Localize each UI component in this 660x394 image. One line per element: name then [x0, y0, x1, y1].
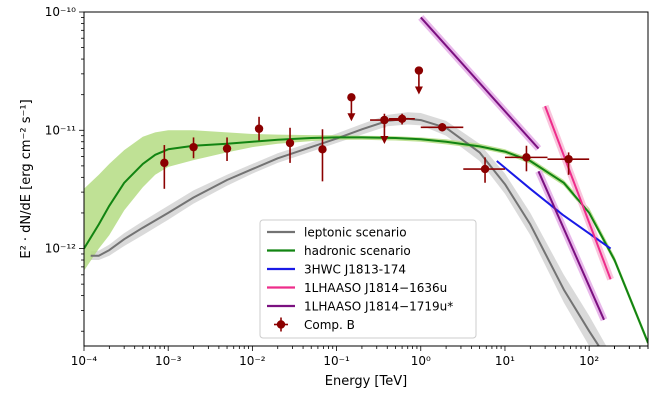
- y-tick-label: 10⁻¹⁰: [45, 5, 76, 19]
- y-tick-label: 10⁻¹²: [45, 242, 76, 256]
- legend-marker-point: [276, 320, 286, 329]
- leptonic-scenario-line: [90, 117, 601, 346]
- data-point: [222, 144, 232, 153]
- x-tick-label: 10²: [579, 354, 599, 368]
- legend-label: 1LHAASO J1814−1636u: [304, 281, 447, 295]
- 1lhaaso-j1814-1636u-line: [544, 105, 612, 280]
- plot-frame: [83, 11, 649, 347]
- legend-label: 3HWC J1813-174: [304, 262, 406, 276]
- x-tick-label: 10⁻³: [155, 354, 182, 368]
- data-point: [397, 114, 407, 124]
- data-point: [318, 145, 327, 154]
- x-tick-label: 10⁻¹: [323, 354, 350, 368]
- upper-limit-arrow: [347, 113, 356, 122]
- model-lines: [84, 16, 648, 346]
- data-point: [285, 138, 295, 148]
- y-axis-label: E² · dN/dE [erg cm⁻² s⁻¹]: [19, 99, 34, 258]
- 1lhaaso-j1814-1719u-line: [420, 16, 540, 150]
- x-axis-label: Energy [TeV]: [325, 374, 407, 389]
- data-point: [480, 164, 490, 174]
- upper-limit-arrow: [380, 136, 389, 145]
- upper-limit-point: [414, 66, 424, 75]
- legend-box: [259, 219, 477, 339]
- data-point: [160, 158, 169, 168]
- x-tick-label: 10⁻⁴: [71, 354, 98, 368]
- legend-label: Comp. B: [304, 318, 355, 332]
- data-point: [438, 123, 447, 132]
- series-line: [537, 170, 605, 321]
- x-tick-label: 10⁰: [411, 354, 431, 368]
- data-point: [564, 154, 573, 164]
- upper-limit-point: [347, 93, 356, 102]
- 3hwc-j1813-174-line: [496, 160, 612, 250]
- data-point: [254, 124, 264, 133]
- axes: 10⁻⁴ 10⁻³ 10⁻² 10⁻¹ 10⁰ 10¹ 10² 10⁻¹² 10⁻¹¹ 10⁻¹⁰: [45, 5, 649, 368]
- legend-label: leptonic scenario: [304, 225, 407, 239]
- data-point: [189, 142, 198, 152]
- hadronic-scenario-line: [84, 136, 648, 344]
- data-points: [160, 66, 590, 189]
- legend-label: hadronic scenario: [304, 244, 411, 258]
- data-point: [522, 153, 531, 162]
- upper-limit-arrow: [414, 86, 423, 95]
- legend: leptonic scenario hadronic scenario 3HWC J…: [259, 219, 477, 339]
- x-tick-label: 10¹: [495, 354, 515, 368]
- hadronic-scenario-band: [84, 130, 648, 346]
- upper-limit-point: [380, 115, 389, 125]
- x-tick-label: 10⁻²: [239, 354, 266, 368]
- legend-label: 1LHAASO J1814−1719u*: [304, 299, 453, 313]
- y-tick-label: 10⁻¹¹: [45, 123, 76, 137]
